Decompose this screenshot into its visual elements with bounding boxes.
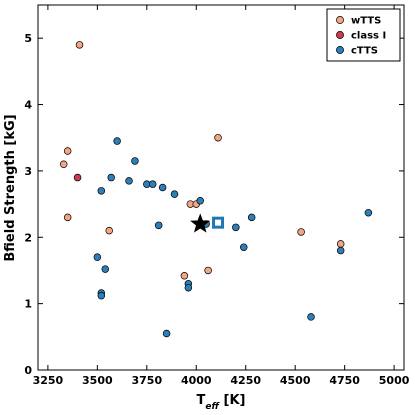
- x-tick-label: 5000: [379, 374, 410, 387]
- y-tick-label: 4: [24, 99, 32, 112]
- point-ctts: [125, 177, 133, 185]
- point-ctts: [364, 208, 373, 217]
- point-ctts: [170, 190, 179, 198]
- square-marker: [212, 216, 225, 229]
- x-tick-label: 3750: [131, 374, 162, 387]
- x-axis-label-main: T: [197, 393, 206, 408]
- point-ctts: [158, 183, 167, 192]
- y-axis-label: Bfield Strength [kG]: [3, 114, 18, 261]
- point-ctts: [162, 329, 171, 338]
- x-axis-label-unit: [K]: [219, 393, 245, 408]
- legend-marker-wtts: [336, 16, 344, 24]
- point-wtts: [214, 133, 222, 142]
- y-tick-label: 1: [24, 298, 32, 311]
- x-axis-label: Teff [K]: [197, 393, 246, 412]
- x-axis-label-sub: eff: [205, 402, 220, 412]
- point-wtts: [63, 213, 72, 222]
- point-ctts: [148, 180, 157, 188]
- point-ctts: [97, 187, 106, 195]
- point-wtts: [63, 147, 72, 155]
- point-class-i: [73, 173, 82, 182]
- point-wtts: [297, 228, 305, 236]
- point-ctts: [184, 283, 193, 292]
- y-tick-label: 2: [24, 231, 32, 244]
- x-tick-label: 4000: [181, 374, 212, 387]
- point-ctts: [97, 291, 106, 300]
- y-tick-label: 0: [24, 364, 32, 377]
- x-tick-label: 3500: [82, 374, 113, 387]
- point-ctts: [336, 246, 345, 255]
- legend-label-wtts: wTTS: [351, 16, 381, 27]
- x-tick-label: 3250: [33, 374, 64, 387]
- point-ctts: [101, 265, 110, 273]
- x-tick-label: 4750: [329, 374, 360, 387]
- star-marker: [190, 213, 211, 233]
- y-tick-label: 5: [24, 32, 32, 45]
- plot-frame: [37, 4, 405, 371]
- legend-marker-ctts: [336, 46, 344, 54]
- plot-area: [38, 5, 404, 370]
- point-ctts: [196, 197, 204, 205]
- point-wtts: [75, 41, 84, 49]
- legend-label-class-i: class I: [351, 31, 386, 42]
- point-ctts: [107, 173, 115, 182]
- legend-label-ctts: cTTS: [351, 46, 378, 57]
- point-wtts: [336, 240, 345, 248]
- point-ctts: [247, 213, 256, 222]
- axis-ticks: 3250 3500 3750 4000 4250 4500 4750 5000 0 1 2 3 4 5: [24, 5, 410, 387]
- highlight-markers: [190, 213, 225, 233]
- point-ctts: [131, 157, 139, 165]
- point-wtts: [59, 160, 68, 169]
- point-ctts: [232, 223, 240, 232]
- point-wtts: [204, 266, 212, 275]
- x-tick-label: 4250: [230, 374, 261, 387]
- legend-marker-class-i: [336, 31, 344, 39]
- point-ctts: [113, 137, 121, 145]
- point-ctts: [154, 221, 163, 230]
- legend: wTTS class I cTTS: [326, 8, 401, 62]
- point-wtts: [180, 272, 189, 280]
- x-tick-label: 4500: [280, 374, 311, 387]
- point-ctts: [240, 243, 248, 251]
- point-ctts: [307, 313, 315, 321]
- point-wtts: [105, 226, 113, 235]
- point-ctts: [93, 253, 102, 261]
- y-tick-label: 3: [24, 165, 32, 178]
